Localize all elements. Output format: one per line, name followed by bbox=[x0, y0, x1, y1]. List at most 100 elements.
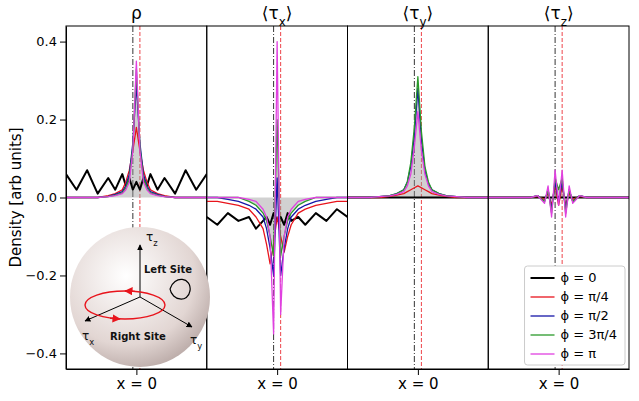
panel-title: ρ bbox=[131, 3, 142, 23]
plot-frame bbox=[207, 26, 348, 369]
annotation: Right Site bbox=[110, 331, 166, 342]
text-part: τ bbox=[268, 3, 278, 23]
line bbox=[348, 112, 489, 198]
line bbox=[348, 77, 489, 198]
tick-label: −0.2 bbox=[25, 268, 57, 283]
legend-swatch bbox=[531, 315, 555, 316]
text-part: ⟩ bbox=[567, 3, 574, 23]
line bbox=[66, 84, 207, 197]
legend: ϕ = 0 ϕ = π/4 ϕ = π/2 ϕ = 3π/4 ϕ = π bbox=[525, 266, 625, 365]
text-part: ⟨ bbox=[544, 3, 551, 23]
sphere-axis bbox=[85, 297, 140, 321]
area bbox=[488, 178, 629, 213]
line bbox=[348, 186, 489, 198]
text-part: τ bbox=[82, 329, 89, 343]
x-axis: x = 0 bbox=[348, 369, 489, 393]
legend-box bbox=[525, 266, 625, 365]
panel: x = 0 ⟨τx⟩ bbox=[207, 3, 348, 393]
plot-area bbox=[488, 26, 629, 369]
legend-label: ϕ = π/4 bbox=[561, 289, 609, 304]
legend-swatch bbox=[531, 277, 555, 279]
text-part: ⟨ bbox=[403, 3, 410, 23]
tick: 0.2 bbox=[36, 112, 66, 127]
tick: 0.0 bbox=[36, 190, 66, 205]
trajectory-arrow bbox=[125, 290, 135, 292]
trajectory-arrow bbox=[110, 318, 120, 320]
area bbox=[348, 77, 489, 198]
annotation: τy bbox=[190, 333, 202, 351]
line bbox=[66, 127, 207, 197]
text-part: τ bbox=[550, 3, 560, 23]
tick-mark bbox=[60, 42, 66, 43]
annotation: τz bbox=[146, 230, 158, 248]
tick-label: 0.4 bbox=[36, 34, 57, 49]
tick-label: x = 0 bbox=[257, 375, 298, 393]
annotation: τx bbox=[82, 329, 94, 347]
line bbox=[348, 88, 489, 197]
tick: x = 0 bbox=[398, 369, 439, 393]
line bbox=[488, 178, 629, 213]
legend-label: ϕ = π bbox=[561, 346, 597, 361]
sphere bbox=[70, 227, 210, 367]
tick-mark bbox=[60, 353, 66, 354]
tick: −0.4 bbox=[25, 346, 66, 361]
plot-area bbox=[207, 26, 348, 369]
panel-title: ⟨τy⟩ bbox=[403, 3, 434, 29]
line bbox=[207, 201, 348, 263]
plot-frame bbox=[348, 26, 489, 369]
line bbox=[66, 69, 207, 198]
line bbox=[66, 61, 207, 197]
text-part: x bbox=[279, 15, 286, 29]
tick-label: x = 0 bbox=[539, 375, 580, 393]
legend-label: ϕ = 0 bbox=[561, 270, 597, 285]
text-part: Right Site bbox=[110, 331, 166, 342]
text-part: z bbox=[153, 238, 158, 248]
line bbox=[66, 170, 207, 193]
line bbox=[207, 42, 348, 334]
x-axis: x = 0 bbox=[67, 369, 208, 393]
x-axis: x = 0 bbox=[489, 369, 630, 393]
legend-swatch bbox=[531, 353, 555, 354]
inset: τzτxτyLeft SiteRight Site bbox=[70, 227, 210, 367]
text-part: x bbox=[89, 337, 94, 347]
legend-label: ϕ = π/2 bbox=[561, 308, 609, 323]
text-part: τ bbox=[190, 333, 197, 347]
trajectory bbox=[170, 279, 190, 299]
text-part: τ bbox=[146, 230, 153, 244]
text-part: y bbox=[197, 341, 202, 351]
legend-swatch bbox=[531, 334, 555, 335]
panel: x = 0 ⟨τy⟩ bbox=[348, 3, 489, 393]
legend-label: ϕ = 3π/4 bbox=[561, 327, 617, 342]
text-part: ⟩ bbox=[286, 3, 293, 23]
tick-label: 0.0 bbox=[36, 190, 57, 205]
annotation: Left Site bbox=[144, 264, 192, 275]
tick-mark bbox=[60, 198, 66, 199]
line bbox=[207, 120, 348, 256]
axis-line bbox=[66, 27, 67, 370]
tick: x = 0 bbox=[539, 369, 580, 393]
plot-frame bbox=[488, 26, 629, 369]
line bbox=[207, 178, 348, 275]
tick-label: 0.2 bbox=[36, 112, 57, 127]
trajectory bbox=[85, 291, 165, 319]
axis-title: Density [arb units] bbox=[7, 127, 25, 267]
area bbox=[66, 69, 207, 198]
text-part: ρ bbox=[131, 3, 142, 23]
tick: x = 0 bbox=[117, 369, 158, 393]
text-part: y bbox=[419, 15, 426, 29]
text-part: τ bbox=[409, 3, 419, 23]
tick: x = 0 bbox=[257, 369, 298, 393]
text-part: ⟨ bbox=[262, 3, 269, 23]
tick: 0.4 bbox=[36, 34, 66, 49]
sphere-axis bbox=[140, 245, 141, 297]
text-part: ⟩ bbox=[427, 3, 434, 23]
x-axis: x = 0 bbox=[207, 369, 348, 393]
panel-title: ⟨τx⟩ bbox=[262, 3, 293, 29]
tick: −0.2 bbox=[25, 268, 66, 283]
y-axis: −0.4 −0.2 0.0 0.2 0.4 bbox=[25, 27, 66, 370]
plot-area bbox=[348, 26, 489, 369]
text-part: Left Site bbox=[144, 264, 192, 275]
line bbox=[488, 170, 629, 217]
sphere-axis bbox=[140, 297, 192, 327]
tick-label: x = 0 bbox=[117, 375, 158, 393]
